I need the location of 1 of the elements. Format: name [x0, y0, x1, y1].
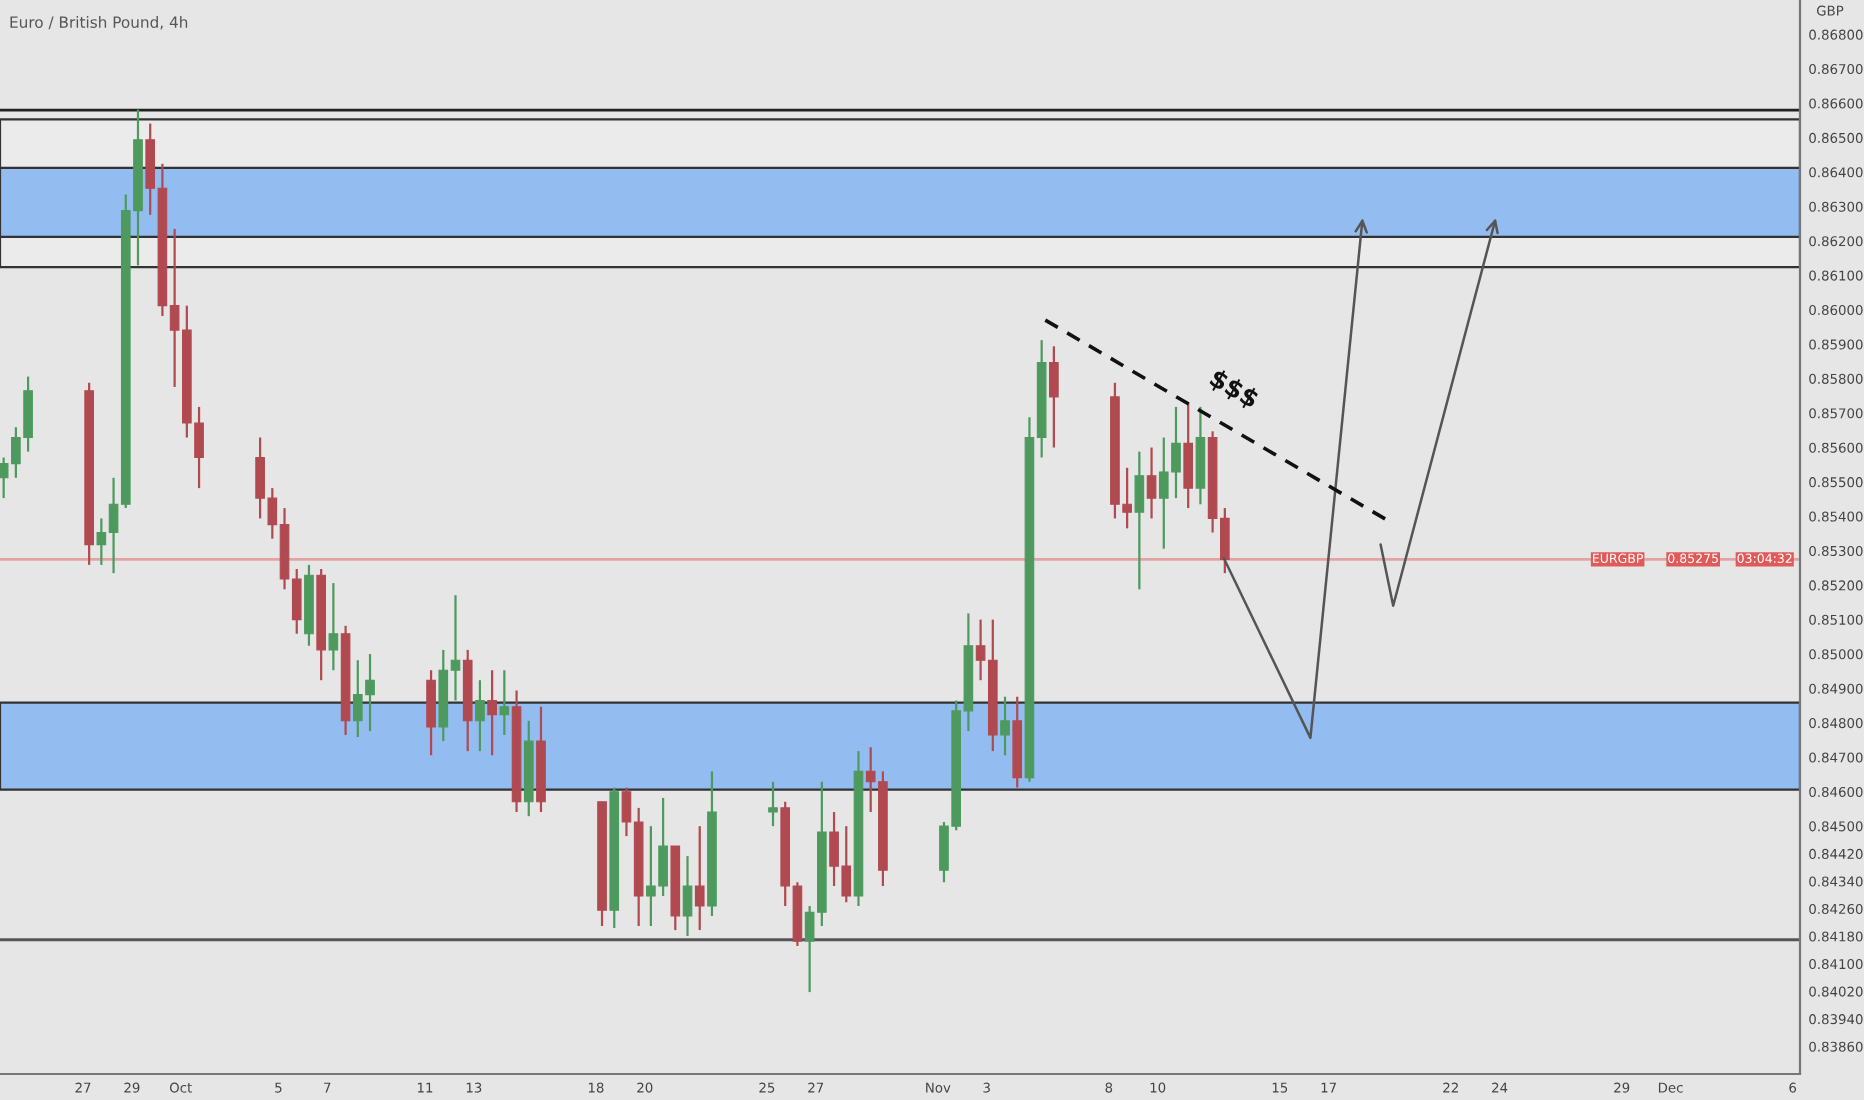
annotation: $$$: [1207, 367, 1261, 412]
